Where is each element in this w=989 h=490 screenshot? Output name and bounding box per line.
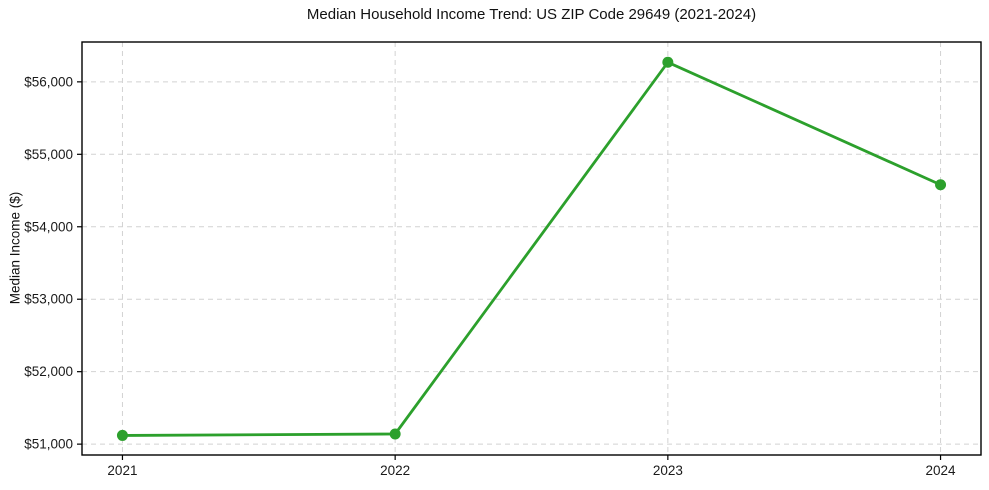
x-tick-label: 2023	[653, 463, 683, 478]
x-tick-label: 2021	[107, 463, 137, 478]
data-point-2024	[935, 179, 947, 191]
data-point-2023	[662, 56, 674, 68]
x-tick-label: 2022	[380, 463, 410, 478]
chart-title: Median Household Income Trend: US ZIP Co…	[306, 6, 757, 23]
y-tick-label: $52,000	[24, 364, 73, 379]
data-point-2021	[116, 429, 128, 441]
y-tick-label: $54,000	[24, 219, 73, 234]
y-tick-label: $53,000	[24, 292, 73, 307]
data-point-2022	[389, 428, 401, 440]
income-line	[121, 60, 942, 437]
x-tick-label: 2024	[926, 463, 957, 478]
y-tick-label: $55,000	[24, 147, 73, 162]
y-tick-label: $51,000	[24, 437, 73, 452]
plot-border	[81, 41, 982, 456]
y-tick-label: $56,000	[24, 74, 73, 89]
